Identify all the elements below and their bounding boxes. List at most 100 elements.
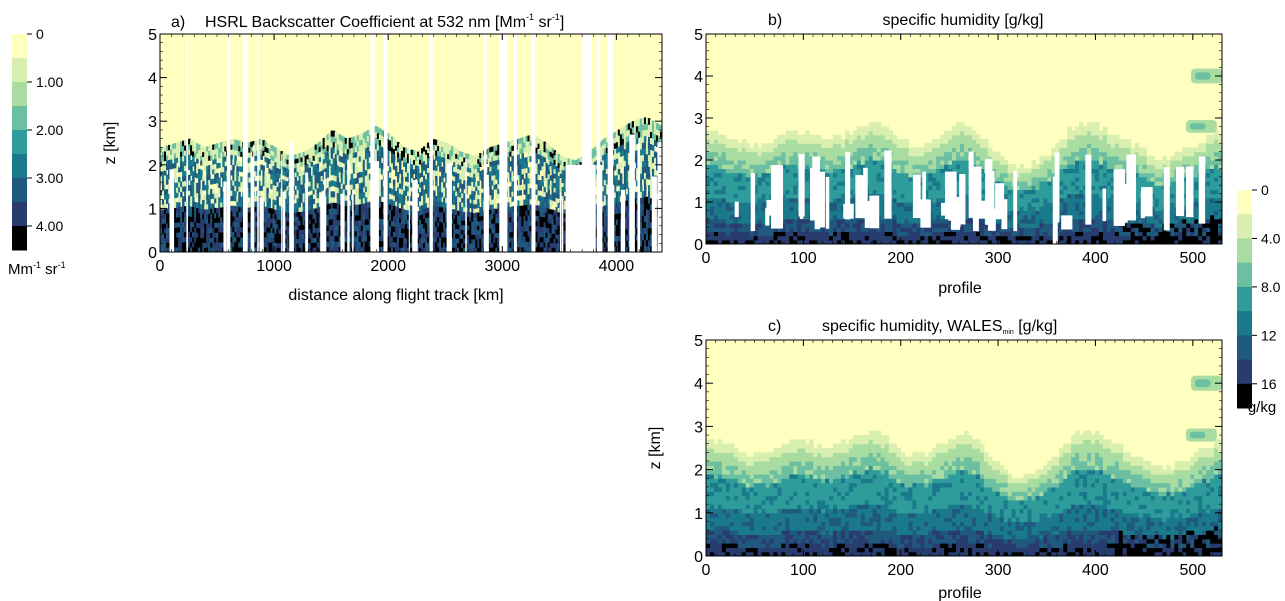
backscatter-cell: [206, 189, 209, 195]
backscatter-cell: [529, 209, 532, 216]
backscatter-cell: [322, 148, 326, 155]
backscatter-cell: [360, 219, 364, 226]
backscatter-cell: [493, 237, 496, 243]
backscatter-cell: [294, 212, 298, 217]
backscatter-cell: [557, 234, 561, 240]
backscatter-cell: [605, 220, 609, 227]
backscatter-cell: [535, 147, 539, 153]
backscatter-cell: [631, 121, 635, 128]
backscatter-cell: [312, 179, 316, 185]
backscatter-cell: [555, 170, 559, 176]
backscatter-cell: [627, 146, 631, 154]
backscatter-cell: [621, 144, 625, 151]
backscatter-cell: [174, 192, 177, 199]
backscatter-cell: [266, 202, 269, 208]
backscatter-cell: [545, 237, 549, 243]
backscatter-cell: [525, 194, 528, 200]
backscatter-cell: [541, 140, 545, 147]
backscatter-cell: [455, 205, 458, 211]
backscatter-cell: [270, 217, 273, 224]
backscatter-cell: [180, 246, 183, 252]
backscatter-cell: [408, 242, 412, 248]
backscatter-cell: [475, 216, 478, 222]
backscatter-cell: [236, 236, 239, 243]
backscatter-cell: [206, 237, 209, 243]
backscatter-cell: [461, 202, 464, 208]
backscatter-cell: [266, 232, 269, 238]
backscatter-cell: [294, 189, 298, 195]
backscatter-cell: [220, 152, 223, 158]
backscatter-cell: [523, 136, 526, 143]
backscatter-cell: [497, 164, 500, 170]
backscatter-cell: [392, 158, 396, 165]
backscatter-cell: [415, 169, 418, 175]
backscatter-cell: [238, 176, 241, 182]
backscatter-cell: [230, 149, 233, 155]
backscatter-cell: [471, 207, 474, 213]
backscatter-cell: [366, 207, 370, 214]
backscatter-cell: [262, 145, 265, 151]
backscatter-cell: [619, 139, 623, 146]
backscatter-cell: [336, 246, 340, 252]
backscatter-cell: [334, 159, 338, 166]
backscatter-cell: [493, 213, 496, 219]
backscatter-cell: [238, 186, 241, 192]
backscatter-cell: [404, 214, 408, 220]
backscatter-cell: [220, 222, 223, 228]
backscatter-cell: [655, 164, 659, 171]
backscatter-cell: [633, 240, 637, 247]
backscatter-cell: [435, 206, 438, 212]
backscatter-cell: [425, 237, 428, 243]
backscatter-cell: [643, 215, 647, 222]
backscatter-cell: [232, 159, 235, 166]
backscatter-cell: [406, 162, 410, 168]
backscatter-cell: [402, 156, 406, 163]
backscatter-cell: [328, 132, 332, 139]
backscatter-cell: [605, 210, 609, 216]
backscatter-cell: [529, 193, 532, 200]
backscatter-cell: [302, 215, 306, 221]
backscatter-cell: [298, 211, 302, 217]
backscatter-cell: [469, 234, 472, 240]
backscatter-cell: [579, 157, 583, 162]
backscatter-cell: [601, 154, 605, 161]
backscatter-cell: [344, 138, 348, 144]
backscatter-cell: [266, 157, 269, 163]
backscatter-cell: [208, 150, 211, 156]
backscatter-cell: [326, 150, 330, 157]
backscatter-cell: [495, 154, 498, 161]
backscatter-cell: [316, 187, 320, 194]
backscatter-cell: [551, 176, 555, 182]
backscatter-cell: [230, 138, 233, 145]
backscatter-cell: [441, 181, 444, 188]
backscatter-cell: [164, 199, 167, 205]
backscatter-cell: [563, 174, 567, 180]
backscatter-cell: [318, 241, 322, 248]
backscatter-cell: [294, 229, 298, 235]
backscatter-cell: [272, 170, 275, 176]
backscatter-cell: [475, 221, 478, 227]
backscatter-cell: [176, 142, 179, 148]
backscatter-cell: [356, 172, 360, 179]
backscatter-cell: [312, 189, 316, 195]
backscatter-cell: [318, 236, 322, 243]
backscatter-cell: [270, 232, 273, 238]
backscatter-cell: [539, 210, 543, 217]
backscatter-cell: [302, 242, 306, 248]
backscatter-cell: [296, 225, 300, 231]
backscatter-cell: [439, 151, 442, 157]
backscatter-cell: [439, 246, 442, 252]
backscatter-cell: [477, 243, 480, 249]
backscatter-cell: [635, 167, 639, 175]
backscatter-cell: [378, 195, 382, 202]
backscatter-cell: [240, 236, 243, 243]
backscatter-cell: [296, 243, 300, 249]
backscatter-cell: [635, 239, 639, 247]
backscatter-cell: [232, 241, 235, 248]
backscatter-cell: [625, 234, 629, 241]
backscatter-cell: [615, 174, 619, 181]
backscatter-cell: [487, 171, 490, 177]
backscatter-cell: [208, 198, 211, 205]
backscatter-cell: [374, 154, 378, 161]
backscatter-cell: [398, 242, 402, 248]
